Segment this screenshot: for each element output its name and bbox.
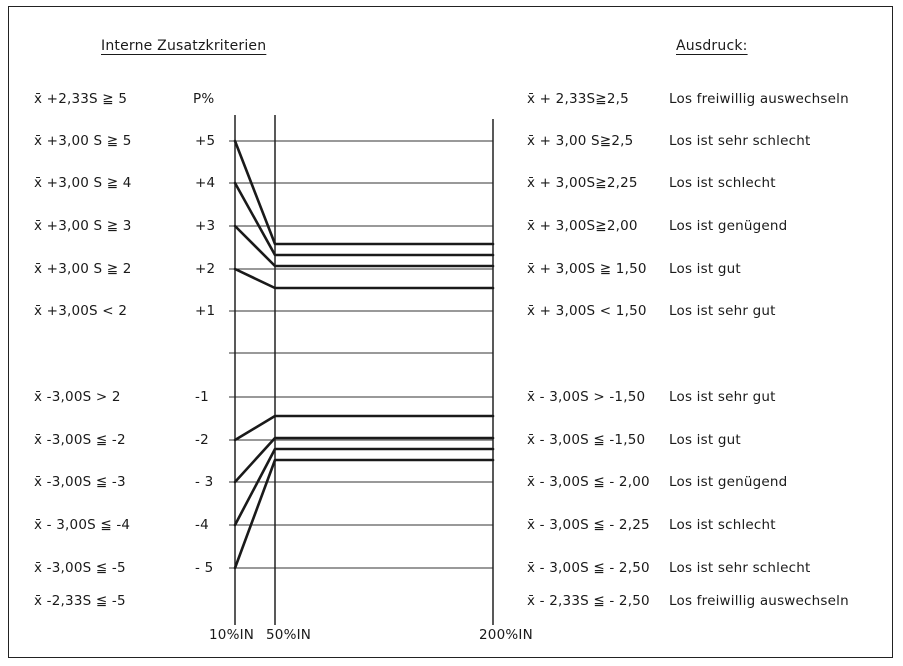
output-verdict: Los freiwillig auswechseln xyxy=(669,91,849,107)
criterion-row: x̄ +2,33S ≧ 5 xyxy=(34,91,128,107)
output-expression: x̄ - 3,00S > -1,50 xyxy=(527,389,646,405)
p-tick-label: +3 xyxy=(195,218,216,234)
output-verdict: Los freiwillig auswechseln xyxy=(669,593,849,609)
p-tick-label: -2 xyxy=(195,432,209,448)
curve-plus-2 xyxy=(233,267,495,290)
adjustment-diagram xyxy=(229,115,495,625)
p-axis-label: P% xyxy=(193,91,215,107)
curve-plus-4 xyxy=(233,181,495,257)
curves xyxy=(233,139,495,570)
curve-minus-3 xyxy=(233,436,495,484)
output-verdict: Los ist genügend xyxy=(669,474,788,490)
p-tick-label: -1 xyxy=(195,389,209,405)
output-expression: x̄ + 3,00 S≧2,5 xyxy=(527,133,634,149)
output-verdict: Los ist sehr gut xyxy=(669,303,776,319)
p-tick-label: - 3 xyxy=(195,474,214,490)
output-verdict: Los ist schlecht xyxy=(669,517,776,533)
x-axis-label-50: 50%IN xyxy=(266,627,312,643)
p-tick-label: +5 xyxy=(195,133,216,149)
output-expression: x̄ + 3,00S≧2,25 xyxy=(527,175,638,191)
figure-frame: Interne Zusatzkriterien Ausdruck: P% x̄ … xyxy=(8,6,893,658)
criterion-row: x̄ -3,00S ≦ -5 xyxy=(34,560,126,576)
p-tick-label: +4 xyxy=(195,175,216,191)
criterion-row: x̄ +3,00 S ≧ 4 xyxy=(34,175,132,191)
criterion-row: x̄ -2,33S ≦ -5 xyxy=(34,593,126,609)
output-expression: x̄ - 3,00S ≦ - 2,00 xyxy=(527,474,650,490)
criterion-row: x̄ - 3,00S ≦ -4 xyxy=(34,517,131,533)
output-verdict: Los ist sehr schlecht xyxy=(669,133,811,149)
x-axis-label-200: 200%IN xyxy=(479,627,533,643)
curve-minus-5 xyxy=(233,458,495,570)
curve-plus-3 xyxy=(233,224,495,268)
criterion-row: x̄ -3,00S ≦ -3 xyxy=(34,474,126,490)
curve-minus-4 xyxy=(233,447,495,527)
output-verdict: Los ist gut xyxy=(669,261,741,277)
criterion-row: x̄ -3,00S ≦ -2 xyxy=(34,432,126,448)
header-internal-criteria: Interne Zusatzkriterien xyxy=(101,38,267,54)
output-expression: x̄ - 3,00S ≦ - 2,50 xyxy=(527,560,650,576)
output-expression: x̄ - 2,33S ≦ - 2,50 xyxy=(527,593,650,609)
criterion-row: x̄ +3,00 S ≧ 5 xyxy=(34,133,132,149)
curve-plus-5 xyxy=(233,139,495,246)
criterion-row: x̄ +3,00S < 2 xyxy=(34,303,128,319)
output-expression: x̄ + 3,00S≧2,00 xyxy=(527,218,638,234)
curve-minus-2 xyxy=(233,414,495,442)
output-verdict: Los ist schlecht xyxy=(669,175,776,191)
output-verdict: Los ist gut xyxy=(669,432,741,448)
p-tick-label: +1 xyxy=(195,303,216,319)
output-expression: x̄ - 3,00S ≦ -1,50 xyxy=(527,432,646,448)
output-expression: x̄ + 3,00S < 1,50 xyxy=(527,303,647,319)
p-tick-label: -4 xyxy=(195,517,209,533)
criterion-row: x̄ +3,00 S ≧ 2 xyxy=(34,261,132,277)
header-output: Ausdruck: xyxy=(676,38,748,54)
output-expression: x̄ + 2,33S≧2,5 xyxy=(527,91,629,107)
criterion-row: x̄ +3,00 S ≧ 3 xyxy=(34,218,132,234)
vertical-axes xyxy=(234,115,494,625)
output-verdict: Los ist sehr gut xyxy=(669,389,776,405)
grid-lines xyxy=(229,140,493,569)
p-tick-label: - 5 xyxy=(195,560,214,576)
output-expression: x̄ - 3,00S ≦ - 2,25 xyxy=(527,517,650,533)
output-expression: x̄ + 3,00S ≧ 1,50 xyxy=(527,261,647,277)
p-tick-label: +2 xyxy=(195,261,216,277)
x-axis-label-10: 10%IN xyxy=(209,627,255,643)
criterion-row: x̄ -3,00S > 2 xyxy=(34,389,121,405)
output-verdict: Los ist genügend xyxy=(669,218,788,234)
output-verdict: Los ist sehr schlecht xyxy=(669,560,811,576)
